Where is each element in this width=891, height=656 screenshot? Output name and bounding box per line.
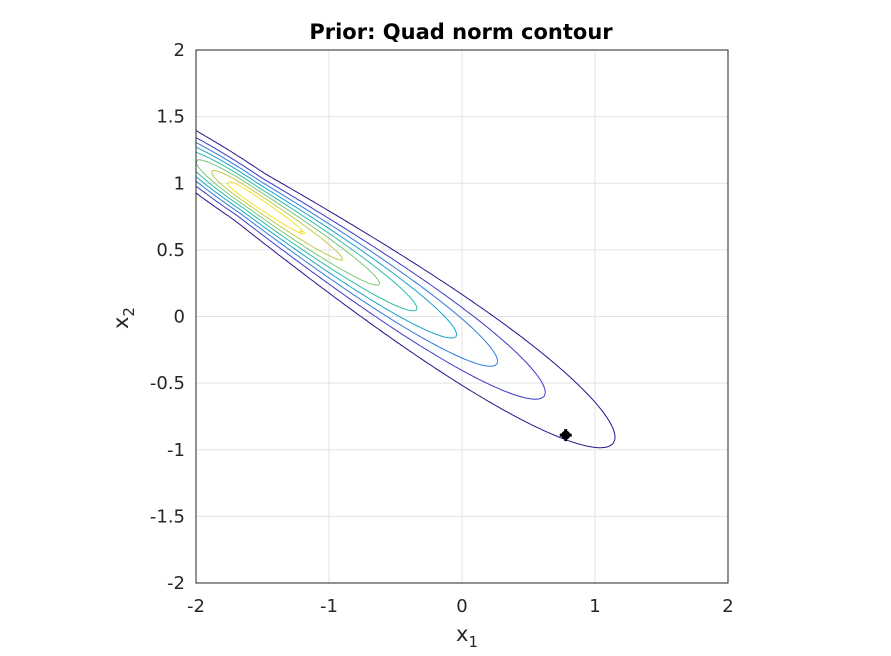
x-tick-label: -2 (187, 596, 205, 617)
x-tick-label: 0 (456, 596, 467, 617)
grid-lines (196, 50, 728, 583)
y-tick-label: -1 (167, 440, 185, 461)
plot-frame (195, 49, 729, 584)
contour-level-5 (195, 151, 418, 312)
chart-title: Prior: Quad norm contour (309, 20, 613, 44)
x-tick-label: 2 (722, 596, 733, 617)
y-tick-label: -0.5 (150, 373, 185, 394)
x-tick-label: 1 (589, 596, 600, 617)
x-axis-label: x1 (456, 622, 478, 651)
y-tick-label: 1.5 (156, 107, 185, 128)
x-tick-labels: -2 -1 0 1 2 (187, 596, 734, 617)
contour-lines (195, 130, 616, 449)
x-tick-label: -1 (320, 596, 338, 617)
x-axis-label-main: x (456, 622, 468, 646)
y-tick-label: -1.5 (150, 506, 185, 527)
y-tick-label: 0 (174, 307, 185, 328)
y-axis-label-sub: 2 (120, 307, 138, 317)
contour-level-4 (195, 146, 457, 339)
y-tick-label: 1 (174, 173, 185, 194)
y-tick-labels: -2 -1.5 -1 -0.5 0 0.5 1 1.5 2 (150, 40, 185, 594)
contour-level-8 (226, 181, 306, 235)
y-tick-label: 0.5 (156, 240, 185, 261)
x-axis-label-sub: 1 (468, 633, 478, 651)
contour-level-1 (195, 130, 616, 449)
y-axis-label-main: x (109, 317, 133, 329)
contour-level-7 (211, 169, 344, 261)
data-point-marker-cross (559, 429, 572, 442)
contour-level-3 (195, 142, 498, 367)
contour-level-6 (195, 159, 381, 286)
y-axis-label: x2 (109, 307, 138, 329)
y-tick-label: 2 (174, 40, 185, 61)
marker-group (559, 429, 572, 442)
y-tick-label: -2 (167, 573, 185, 594)
